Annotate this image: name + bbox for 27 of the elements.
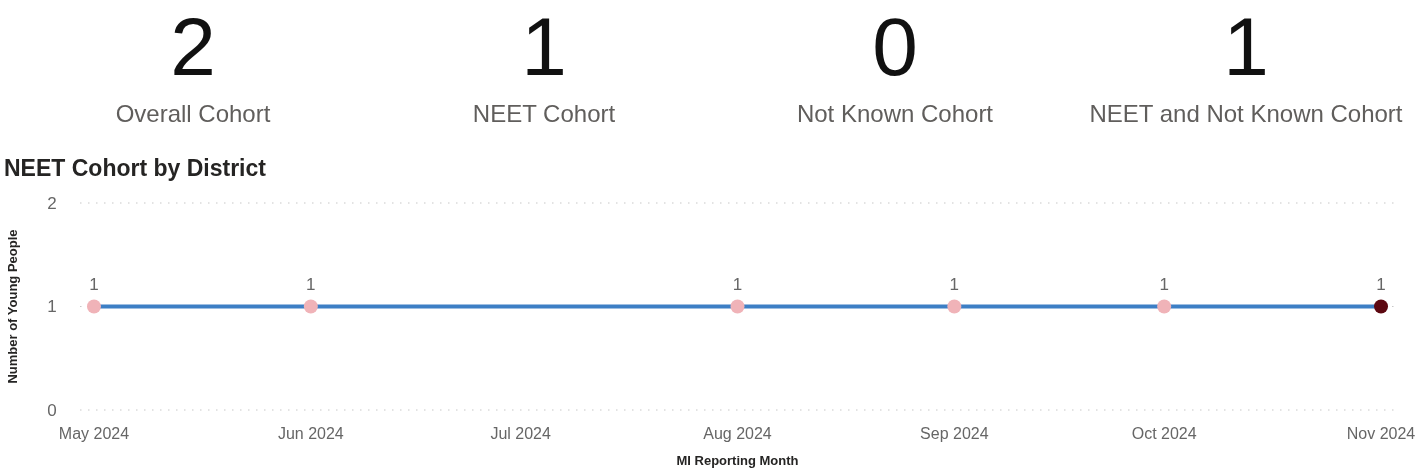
- data-label: 1: [1376, 274, 1386, 294]
- category-label: Not Known Cohort: [796, 100, 994, 127]
- x-tick-label: May 2024: [58, 425, 130, 442]
- data-label: 1: [306, 274, 316, 294]
- x-tick-label: Jul 2024: [490, 425, 552, 442]
- data-label: 1: [949, 274, 960, 294]
- x-tick-label: Jun 2024: [277, 425, 344, 442]
- data-label: 2: [170, 1, 216, 92]
- data-label: 1: [1159, 274, 1169, 294]
- x-tick-label: Oct 2024: [1131, 425, 1197, 442]
- chart-title: NEET Cohort by District: [4, 155, 267, 181]
- x-tick-label: Sep 2024: [920, 425, 989, 442]
- data-label: 0: [872, 1, 918, 92]
- data-label: 1: [89, 274, 99, 294]
- data-label: 1: [732, 274, 743, 294]
- y-axis-title: Number of Young People: [5, 229, 20, 384]
- x-tick-label: Aug 2024: [703, 425, 772, 442]
- y-tick-label: 1: [47, 297, 57, 317]
- data-label: 1: [521, 1, 567, 92]
- category-label: NEET Cohort: [472, 100, 616, 127]
- category-label: NEET and Not Known Cohort: [1089, 100, 1403, 127]
- data-label: 1: [1223, 1, 1269, 92]
- x-axis-title: MI Reporting Month: [676, 453, 799, 468]
- category-label: Overall Cohort: [115, 100, 271, 127]
- y-tick-label: 2: [47, 193, 57, 213]
- x-tick-label: Nov 2024: [1346, 425, 1416, 442]
- y-tick-label: 0: [47, 400, 57, 420]
